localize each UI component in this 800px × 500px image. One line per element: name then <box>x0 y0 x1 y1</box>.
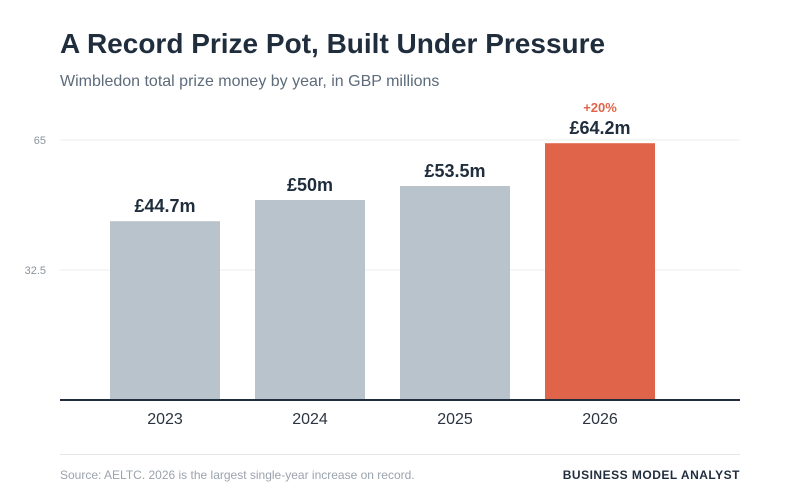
x-tick-label: 2025 <box>437 411 473 428</box>
chart-title: A Record Prize Pot, Built Under Pressure <box>60 28 606 59</box>
x-tick-label: 2026 <box>582 411 618 428</box>
data-label: £50m <box>287 175 333 195</box>
bar <box>255 200 365 400</box>
bar <box>110 221 220 400</box>
footer-source-note: Source: AELTC. 2026 is the largest singl… <box>60 468 415 482</box>
bar <box>545 143 655 400</box>
footer-divider <box>60 454 740 455</box>
data-label: £64.2m <box>569 118 630 138</box>
data-label: £44.7m <box>134 196 195 216</box>
y-tick-label: 65 <box>34 135 46 147</box>
footer-brand: BUSINESS MODEL ANALYST <box>562 468 740 482</box>
y-tick-label: 32.5 <box>25 265 46 277</box>
data-label: £53.5m <box>424 161 485 181</box>
x-tick-label: 2023 <box>147 411 183 428</box>
chart-subtitle: Wimbledon total prize money by year, in … <box>60 73 440 90</box>
growth-annotation: +20% <box>583 100 617 115</box>
x-tick-label: 2024 <box>292 411 328 428</box>
bar <box>400 186 510 400</box>
